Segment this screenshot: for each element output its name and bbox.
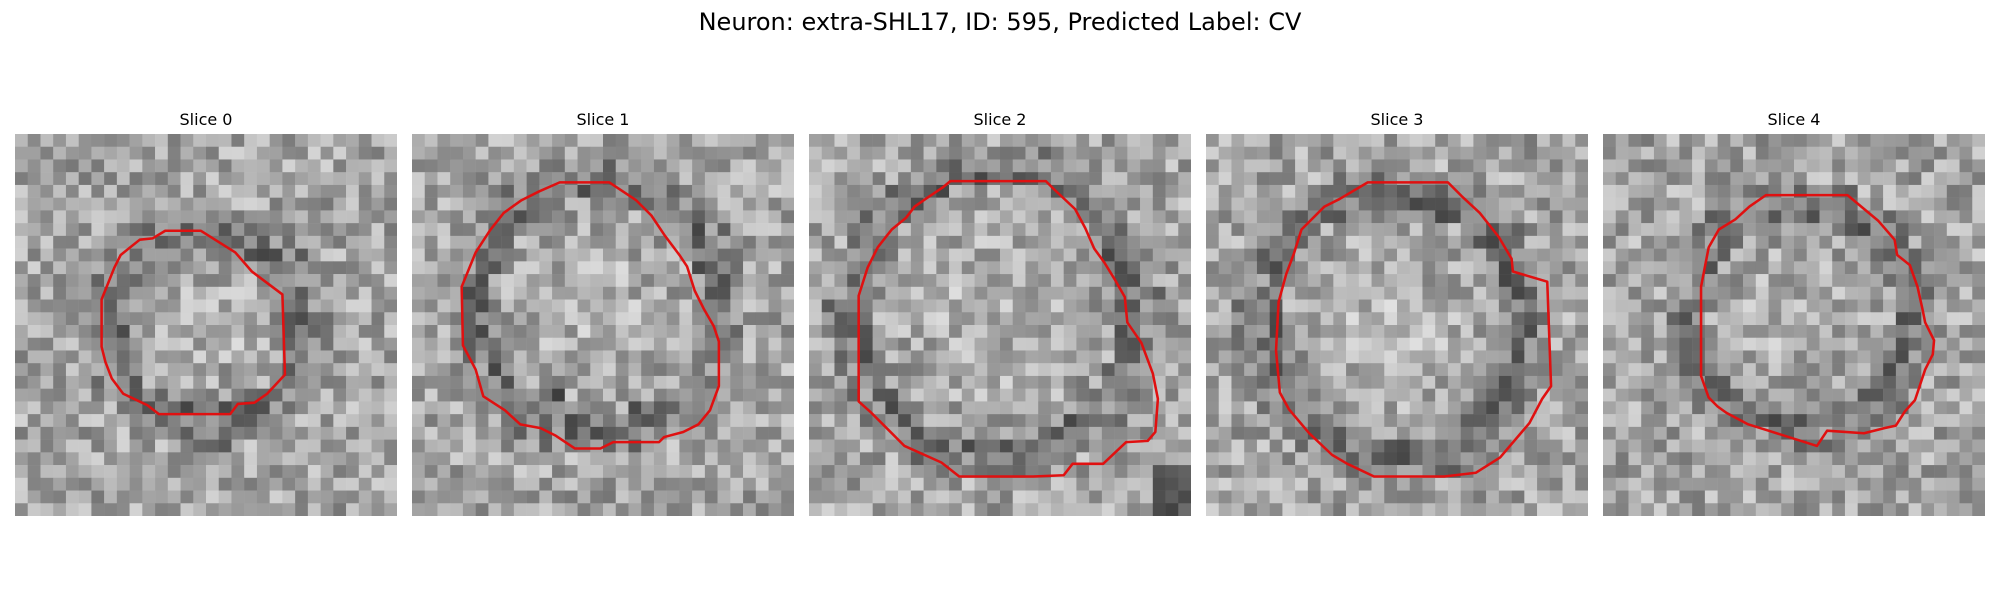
- figure-title: Neuron: extra-SHL17, ID: 595, Predicted …: [698, 8, 1302, 36]
- segmentation-contour-1: [460, 181, 721, 450]
- slice-title-3: Slice 3: [1370, 110, 1424, 129]
- slice-image-2: [809, 134, 1191, 516]
- slice-panel-0: Slice 0: [15, 108, 397, 516]
- slice-title-1: Slice 1: [576, 110, 630, 129]
- segmentation-contour-4: [1699, 193, 1936, 448]
- slice-image-4: [1603, 134, 1985, 516]
- slice-panel-4: Slice 4: [1603, 108, 1985, 516]
- slice-image-3: [1206, 134, 1588, 516]
- slice-title-2: Slice 2: [973, 110, 1027, 129]
- slice-panel-3: Slice 3: [1206, 108, 1588, 516]
- slice-title-0: Slice 0: [179, 110, 233, 129]
- segmentation-contour-3: [1274, 181, 1553, 478]
- segmentation-contour-0: [100, 229, 287, 416]
- slice-title-4: Slice 4: [1767, 110, 1821, 129]
- slice-panel-1: Slice 1: [412, 108, 794, 516]
- slice-panel-2: Slice 2: [809, 108, 1191, 516]
- segmentation-contour-2: [857, 179, 1160, 478]
- slice-image-1: [412, 134, 794, 516]
- slice-image-0: [15, 134, 397, 516]
